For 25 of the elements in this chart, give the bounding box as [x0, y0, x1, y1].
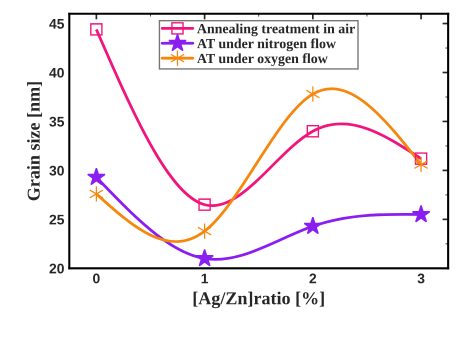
x-axis-title: [Ag/Zn]ratio [%] — [194, 292, 324, 308]
point — [306, 86, 320, 102]
y-tick-label: 40 — [49, 68, 64, 78]
y-tick-label: 30 — [49, 166, 64, 176]
x-tick-label: 1 — [202, 274, 208, 284]
point — [304, 216, 322, 234]
point — [412, 204, 430, 222]
point — [306, 125, 320, 138]
legend-label: Annealing treatment in air — [197, 24, 355, 36]
point — [87, 168, 106, 186]
x-tick-label: 2 — [309, 274, 316, 284]
x-tick-label: 3 — [418, 274, 424, 284]
point — [195, 248, 214, 267]
x-tick-label: 0 — [93, 274, 100, 284]
legend-label: AT under nitrogen flow — [197, 38, 336, 52]
point — [414, 152, 428, 165]
y-tick-label: 20 — [49, 264, 64, 274]
legend-label: AT under oxygen flow — [197, 53, 328, 66]
y-tick-label: 35 — [49, 116, 64, 127]
point — [89, 186, 104, 202]
point — [90, 23, 103, 36]
point — [198, 198, 211, 211]
y-tick-label: 25 — [49, 214, 64, 225]
y-axis-title: Grain size [nm] — [27, 82, 42, 200]
y-tick-label: 45 — [49, 19, 64, 29]
